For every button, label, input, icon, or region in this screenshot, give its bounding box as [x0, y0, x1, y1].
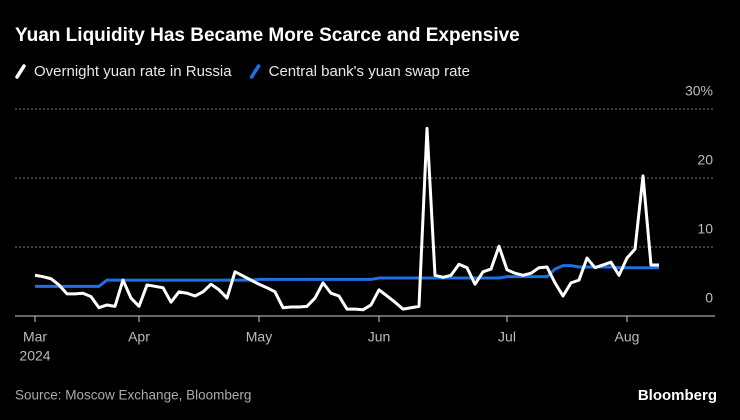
x-tick-label: May [246, 329, 272, 345]
legend-label: Central bank's yuan swap rate [269, 63, 470, 80]
brand: Bloomberg [638, 387, 717, 404]
chart-title: Yuan Liquidity Has Became More Scarce an… [15, 25, 520, 46]
x-tick-label: Mar [23, 329, 47, 345]
y-tick-label: 20 [697, 152, 713, 168]
x-tick-label: Aug [615, 329, 640, 345]
y-tick-label: 0 [705, 290, 713, 306]
x-year-label: 2024 [19, 348, 50, 364]
x-tick-label: Jun [368, 329, 391, 345]
y-tick-label: 30% [685, 83, 713, 99]
y-tick-label: 10 [697, 221, 713, 237]
legend-swatch [15, 64, 26, 79]
series-line [35, 264, 659, 288]
x-tick-label: Jul [498, 329, 516, 345]
legend-label: Overnight yuan rate in Russia [34, 63, 232, 80]
series-line [34, 126, 659, 312]
source: Source: Moscow Exchange, Bloomberg [15, 388, 251, 403]
x-tick-label: Apr [128, 329, 150, 345]
legend-swatch [249, 64, 261, 79]
